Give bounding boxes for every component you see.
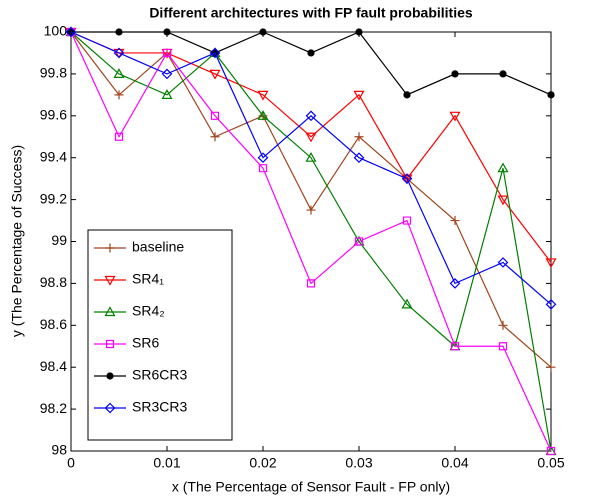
marker [450,342,460,351]
marker [545,299,557,310]
marker [545,258,557,269]
marker [497,162,509,173]
marker [497,257,509,268]
marker [106,372,114,380]
series-line [70,31,552,263]
y-tick-label: 99 [51,232,67,248]
marker [546,362,556,372]
marker [257,90,269,101]
marker [354,237,364,246]
y-axis-label: y (The Percentage of Success) [9,145,25,337]
marker [113,68,125,79]
y-tick-label: 99.6 [40,107,67,123]
marker [354,132,364,142]
marker [114,90,124,100]
marker [353,152,365,164]
marker [210,132,220,142]
marker [115,28,123,36]
marker [65,26,77,38]
marker [105,339,115,349]
marker [104,275,116,286]
x-tick-label: 0.05 [537,455,564,471]
marker [498,320,508,330]
legend-label: SR6CR3 [132,367,187,383]
marker [305,110,317,122]
marker [104,402,116,414]
marker [162,48,172,58]
marker [209,69,221,80]
legend-label: SR6 [132,335,159,351]
marker [257,110,269,120]
marker [113,47,125,59]
marker [401,174,413,185]
x-tick-label: 0.04 [441,455,468,471]
marker [306,279,316,288]
marker [546,446,556,456]
y-tick-label: 98.8 [40,274,67,290]
y-tick-label: 99.8 [40,65,67,81]
legend-label: SR3CR3 [132,399,187,415]
marker [451,70,459,78]
y-tick-label: 98.6 [40,316,67,332]
y-tick-label: 100 [44,23,68,39]
marker [305,151,317,162]
marker [306,205,316,215]
series-line [70,31,552,305]
x-axis-label: x (The Percentage of Sensor Fault - FP o… [172,479,450,495]
marker [401,298,413,309]
marker [498,342,508,351]
legend-label: baseline [132,239,184,255]
marker [209,47,221,59]
marker [210,111,220,120]
marker [449,278,461,289]
marker [307,49,315,57]
marker [403,91,411,99]
y-tick-label: 98 [51,442,67,458]
marker [161,68,173,80]
legend-label: SR4₁ [132,271,164,287]
marker [353,90,365,101]
marker [163,28,171,36]
marker [161,89,173,99]
marker [499,70,507,78]
x-tick-label: 0 [67,455,75,471]
y-tick-label: 98.2 [40,400,67,416]
marker [402,216,412,225]
series-line [70,31,552,452]
marker [114,132,124,141]
y-tick-label: 99.4 [40,148,67,164]
marker [450,216,460,226]
chart-title: Different architectures with FP fault pr… [149,5,473,21]
marker [257,152,269,164]
marker [258,164,268,173]
marker [259,28,267,36]
marker [449,111,461,122]
marker [497,195,509,206]
marker [547,91,555,99]
legend-label: SR4₂ [132,303,165,319]
series-line [70,31,552,452]
marker [355,28,363,36]
marker [105,243,115,253]
x-tick-label: 0.02 [249,455,276,471]
x-tick-label: 0.01 [153,455,180,471]
x-tick-label: 0.03 [345,455,372,471]
y-tick-label: 99.2 [40,190,67,206]
marker [401,173,413,184]
marker [305,132,317,143]
marker [104,306,116,317]
legend: baseline SR4₁ SR4₂ SR6 SR6CR3 SR3CR3 [87,229,233,441]
y-tick-label: 98.4 [40,358,67,374]
